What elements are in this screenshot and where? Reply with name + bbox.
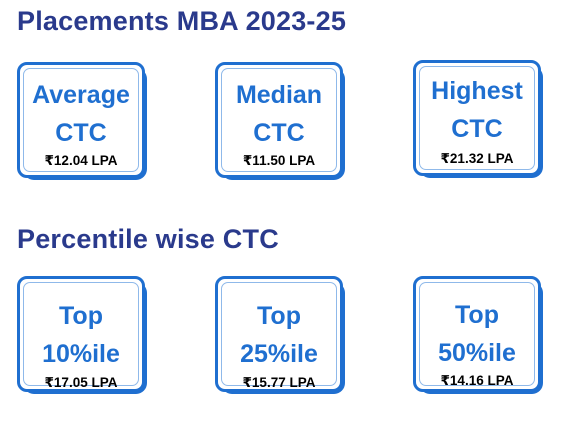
card-face: Top 10%ile ₹17.05 LPA <box>17 276 145 392</box>
card-label-line2: 25%ile <box>240 340 318 368</box>
highest-ctc-card: Highest CTC ₹21.32 LPA <box>413 60 545 180</box>
card-label-line1: Top <box>455 301 499 329</box>
card-value: ₹17.05 LPA <box>44 375 118 390</box>
card-label: Average CTC <box>20 76 142 152</box>
card-label-line1: Top <box>257 302 301 330</box>
card-face: Average CTC ₹12.04 LPA <box>17 62 145 178</box>
card-label-line2: 10%ile <box>42 340 120 368</box>
top-10-percentile-card: Top 10%ile ₹17.05 LPA <box>17 276 149 396</box>
average-ctc-card: Average CTC ₹12.04 LPA <box>17 62 149 182</box>
card-label-line1: Top <box>59 302 103 330</box>
card-value: ₹15.77 LPA <box>242 375 316 390</box>
card-label: Top 10%ile <box>20 297 142 373</box>
card-label-line2: CTC <box>55 119 107 147</box>
card-value: ₹11.50 LPA <box>242 153 316 168</box>
top-25-percentile-card: Top 25%ile ₹15.77 LPA <box>215 276 347 396</box>
card-label-line2: 50%ile <box>438 339 516 367</box>
card-label: Median CTC <box>218 76 340 152</box>
card-value: ₹14.16 LPA <box>440 373 514 388</box>
card-label: Top 25%ile <box>218 297 340 373</box>
card-label-line2: CTC <box>451 115 503 143</box>
card-label-line1: Median <box>235 81 323 109</box>
card-value: ₹21.32 LPA <box>440 151 514 166</box>
card-label-line1: Highest <box>431 77 523 105</box>
card-face: Top 25%ile ₹15.77 LPA <box>215 276 343 392</box>
median-ctc-card: Median CTC ₹11.50 LPA <box>215 62 347 182</box>
card-label-line1: Average <box>32 81 130 109</box>
card-value: ₹12.04 LPA <box>44 153 118 168</box>
top-50-percentile-card: Top 50%ile ₹14.16 LPA <box>413 276 545 396</box>
card-face: Top 50%ile ₹14.16 LPA <box>413 276 541 392</box>
card-face: Highest CTC ₹21.32 LPA <box>413 60 541 176</box>
card-face: Median CTC ₹11.50 LPA <box>215 62 343 178</box>
card-label-line2: CTC <box>253 119 305 147</box>
card-label: Top 50%ile <box>416 296 538 372</box>
card-label: Highest CTC <box>416 72 538 148</box>
placements-heading: Placements MBA 2023-25 <box>17 6 347 36</box>
percentile-heading: Percentile wise CTC <box>17 224 279 254</box>
